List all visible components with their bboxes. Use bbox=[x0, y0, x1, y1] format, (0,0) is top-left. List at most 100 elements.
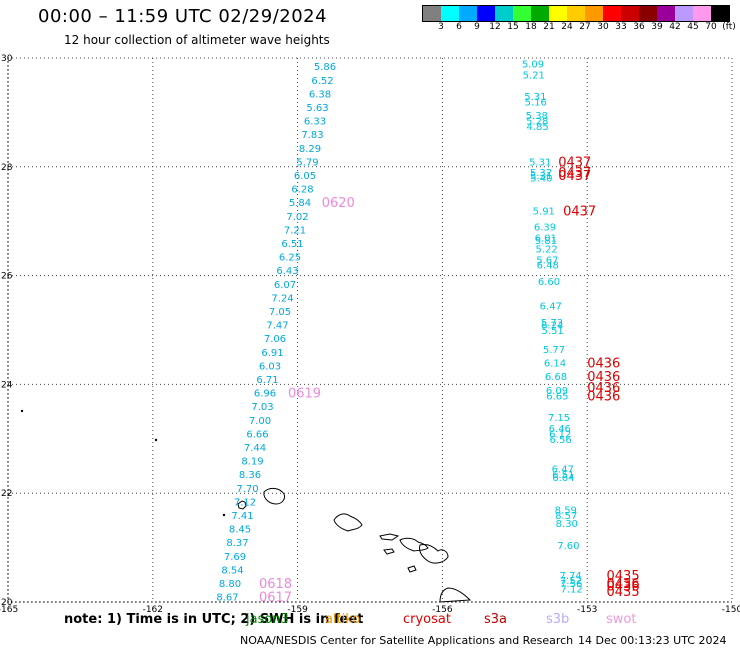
wave-height-label: 7.47 bbox=[266, 321, 288, 332]
lon-tick-label: -150 bbox=[722, 605, 740, 615]
color-scale-label: 39 bbox=[651, 22, 663, 32]
wave-height-label: 6.39 bbox=[534, 223, 556, 234]
color-scale-label: 45 bbox=[687, 22, 699, 32]
pass-time-label: 0619 bbox=[288, 387, 321, 402]
wave-height-label: 5.79 bbox=[296, 157, 318, 168]
color-scale-label: 24 bbox=[561, 22, 573, 32]
lat-tick-label: 20 bbox=[1, 598, 13, 608]
wave-height-label: 8.67 bbox=[216, 593, 238, 604]
island-outline bbox=[379, 533, 400, 541]
wave-height-label: 5.09 bbox=[522, 59, 544, 70]
wave-height-label: 7.74 bbox=[559, 571, 581, 582]
wave-height-label: 6.48 bbox=[537, 261, 559, 272]
mission-altiko: altiko bbox=[325, 612, 361, 627]
wave-height-label: 6.96 bbox=[254, 389, 276, 400]
wave-height-label: 6.46 bbox=[549, 424, 571, 435]
color-swatch bbox=[567, 6, 585, 21]
wave-height-label: 5.40 bbox=[530, 174, 552, 185]
wave-height-label: 7.83 bbox=[301, 130, 323, 141]
islet-dot bbox=[222, 513, 226, 517]
island-outline bbox=[383, 548, 395, 555]
wave-height-label: 7.41 bbox=[231, 511, 253, 522]
pass-time-label: 0436 bbox=[587, 389, 620, 404]
page-subtitle: 12 hour collection of altimeter wave hei… bbox=[64, 33, 330, 47]
color-swatch bbox=[621, 6, 639, 21]
color-swatch bbox=[495, 6, 513, 21]
wave-height-label: 6.51 bbox=[281, 239, 303, 250]
wave-height-label: 6.03 bbox=[259, 361, 281, 372]
mission-swot: swot bbox=[606, 612, 637, 627]
wave-height-label: 6.66 bbox=[246, 429, 268, 440]
color-swatch bbox=[513, 6, 531, 21]
wave-height-label: 6.52 bbox=[311, 76, 333, 87]
lon-tick-label: -159 bbox=[287, 605, 308, 615]
pass-time-label: 0436 bbox=[587, 357, 620, 372]
wave-height-label: 6.12 bbox=[549, 429, 571, 440]
wave-height-label: 6.47 bbox=[540, 302, 562, 313]
wave-height-label: 7.21 bbox=[284, 225, 306, 236]
color-swatch bbox=[711, 6, 729, 21]
pass-time-label: 0437 bbox=[558, 155, 591, 170]
pass-time-label: 0436 bbox=[587, 381, 620, 396]
color-swatch bbox=[531, 6, 549, 21]
credit-text: NOAA/NESDIS Center for Satellite Applica… bbox=[240, 634, 574, 647]
wave-height-label: 5.31 bbox=[530, 171, 552, 182]
lon-tick-label: -165 bbox=[0, 605, 18, 615]
island-outline bbox=[407, 565, 417, 573]
wave-height-label: 6.14 bbox=[544, 359, 566, 370]
wave-height-label: 6.09 bbox=[546, 386, 568, 397]
island-outline bbox=[439, 587, 472, 603]
islet-dot bbox=[20, 409, 24, 413]
wave-height-label: 5.63 bbox=[306, 103, 328, 114]
wave-height-label: 5.81 bbox=[535, 236, 557, 247]
wave-height-label: 6.56 bbox=[549, 435, 571, 446]
pass-time-label: 0436 bbox=[607, 580, 640, 595]
color-scale-label: 15 bbox=[507, 22, 519, 32]
lon-tick-label: -153 bbox=[577, 605, 597, 615]
color-scale-label: (ft) bbox=[722, 22, 736, 32]
color-swatch bbox=[585, 6, 603, 21]
island-outline bbox=[237, 500, 247, 510]
wave-height-label: 6.24 bbox=[541, 321, 563, 332]
color-swatch bbox=[603, 6, 621, 21]
wave-height-label: 7.52 bbox=[560, 576, 582, 587]
color-swatch bbox=[441, 6, 459, 21]
pass-time-label: 0436 bbox=[607, 577, 640, 592]
wave-height-label: 5.21 bbox=[523, 70, 545, 81]
color-scale-label: 33 bbox=[615, 22, 627, 32]
pass-time-label: 0620 bbox=[322, 196, 355, 211]
wave-height-label: 5.67 bbox=[536, 255, 558, 266]
wave-height-label: 5.16 bbox=[525, 98, 547, 109]
wave-height-label: 7.44 bbox=[244, 443, 266, 454]
footer-note-text: note: 1) Time is in UTC; 2) SWH is in fe… bbox=[64, 612, 364, 627]
wave-height-label: 6.38 bbox=[309, 89, 331, 100]
color-scale-label: 6 bbox=[456, 22, 462, 32]
wave-height-label: 6.33 bbox=[304, 117, 326, 128]
wave-height-label: 6.51 bbox=[552, 470, 574, 481]
wave-height-label: 7.60 bbox=[557, 541, 579, 552]
color-scale-label: 30 bbox=[597, 22, 609, 32]
lat-tick-label: 26 bbox=[1, 272, 13, 282]
wave-height-label: 6.43 bbox=[276, 266, 298, 277]
wave-height-label: 5.38 bbox=[526, 111, 548, 122]
wave-height-label: 6.64 bbox=[552, 473, 574, 484]
wave-height-label: 7.12 bbox=[234, 497, 256, 508]
wave-height-label: 7.02 bbox=[286, 212, 308, 223]
mission-cryosat: cryosat bbox=[403, 612, 451, 627]
wave-height-label: 8.36 bbox=[239, 470, 261, 481]
wave-height-label: 5.28 bbox=[526, 117, 548, 128]
pass-time-label: 0437 bbox=[558, 166, 591, 181]
wave-height-label: 8.59 bbox=[555, 506, 577, 517]
wave-height-label: 5.91 bbox=[533, 206, 555, 217]
color-scale-bar bbox=[422, 5, 730, 22]
lat-tick-label: 22 bbox=[1, 489, 12, 499]
color-swatch bbox=[693, 6, 711, 21]
color-scale-label: 27 bbox=[579, 22, 591, 32]
pass-time-label: 0437 bbox=[558, 169, 591, 184]
wave-height-label: 8.57 bbox=[555, 511, 577, 522]
wave-height-label: 4.85 bbox=[526, 122, 548, 133]
islet-dot bbox=[154, 438, 158, 442]
wave-height-label: 6.47 bbox=[552, 465, 574, 476]
wave-height-label: 6.71 bbox=[256, 375, 278, 386]
